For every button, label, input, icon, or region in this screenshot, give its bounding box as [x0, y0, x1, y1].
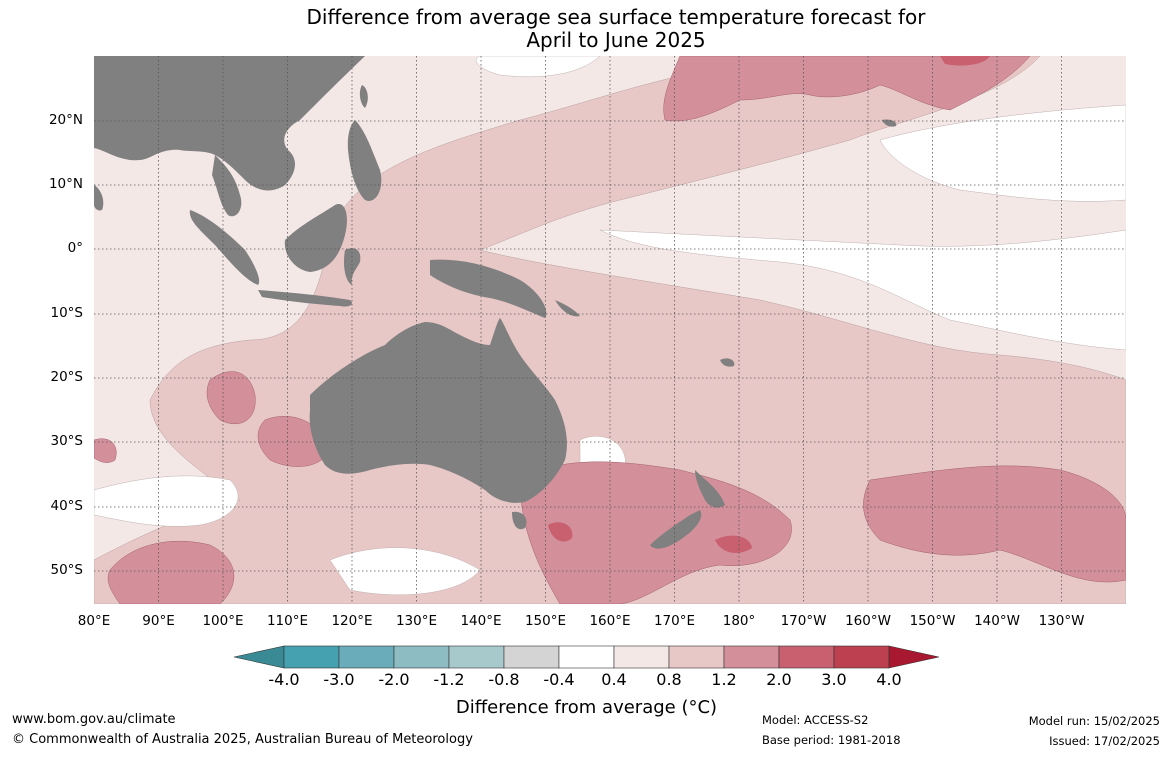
anomaly-neutral-south: [329, 547, 481, 596]
anomaly-warm-southwest: [107, 540, 235, 604]
graticule: [94, 56, 1126, 604]
lat-label-20s: 20°S: [50, 369, 84, 385]
colorbar-tick: -0.4: [543, 670, 575, 689]
lon-label-170w: 170°W: [780, 613, 827, 629]
land-masses: [94, 56, 897, 549]
lon-label-160e: 160°E: [589, 613, 631, 629]
anomaly-neutral-indian: [94, 475, 239, 527]
anomaly-neutral-north: [475, 56, 601, 78]
colorbar-bin-11: [833, 645, 890, 669]
sumatra: [189, 210, 260, 285]
lat-label-20n: 20°N: [48, 112, 83, 128]
colorbar-tick: 2.0: [766, 670, 792, 689]
anomaly-neutral-equatorial: [599, 229, 1126, 351]
lon-label-110e: 110°E: [266, 613, 309, 629]
lon-label-120e: 120°E: [331, 613, 373, 629]
lon-label-130w: 130°W: [1038, 613, 1085, 629]
copyright-text: © Commonwealth of Australia 2025, Austra…: [12, 732, 473, 747]
colorbar-bin-9: [723, 645, 780, 669]
new-zealand-south: [650, 510, 702, 549]
colorbar-bin-8: [668, 645, 725, 669]
colorbar-tick: 4.0: [876, 670, 902, 689]
lon-label-160w: 160°W: [845, 613, 891, 629]
colorbar-tick: -3.0: [323, 670, 355, 689]
issued-date: Issued: 17/02/2025: [1049, 734, 1160, 748]
colorbar-bin-4: [448, 645, 505, 669]
anomaly-warm-northwest: [94, 438, 117, 463]
colorbar-under-arrow: [233, 645, 285, 669]
lon-label-80e: 80°E: [77, 613, 111, 629]
australia: [309, 318, 567, 503]
colorbar-tick: 0.8: [656, 670, 682, 689]
colorbar-tick: -0.8: [488, 670, 520, 689]
lat-label-30s: 30°S: [50, 433, 84, 449]
website-link[interactable]: www.bom.gov.au/climate: [12, 712, 176, 727]
indochina: [212, 155, 242, 217]
anomaly-warm-tasman: [519, 461, 792, 604]
colorbar-bin-6: [558, 645, 615, 669]
lat-label-0: 0°: [67, 240, 83, 256]
anomaly-core-south-pacific: [715, 535, 752, 553]
colorbar-bin-3: [393, 645, 450, 669]
java: [258, 290, 352, 307]
anomaly-warm-indian: [206, 371, 256, 425]
model-run-date: Model run: 15/02/2025: [1028, 714, 1160, 728]
solomon-islands: [555, 300, 580, 317]
colorbar-bin-10: [778, 645, 835, 669]
taiwan: [359, 85, 368, 108]
colorbar-tick: 3.0: [821, 670, 847, 689]
lon-label-100e: 100°E: [202, 613, 244, 629]
map-title-line2: April to June 2025: [526, 28, 706, 52]
hawaii: [882, 119, 897, 127]
lat-label-50s: 50°S: [50, 562, 84, 578]
colorbar-bin-2: [338, 645, 395, 669]
anomaly-core-tasman: [548, 522, 573, 542]
base-period: Base period: 1981-2018: [762, 733, 901, 747]
sri-lanka: [94, 185, 104, 211]
lon-label-90e: 90°E: [142, 613, 175, 629]
colorbar-tick: -2.0: [378, 670, 410, 689]
colorbar-tick: -1.2: [433, 670, 465, 689]
map-title-line1: Difference from average sea surface temp…: [306, 5, 926, 29]
colorbar-over-arrow: [888, 645, 940, 669]
lon-label-150w: 150°W: [909, 613, 956, 629]
anomaly-warm-north-pacific: [663, 56, 1031, 122]
lat-label-40s: 40°S: [50, 498, 84, 514]
lon-label-140e: 140°E: [460, 613, 502, 629]
colorbar-tick: 0.4: [601, 670, 627, 689]
colorbar-bin-5: [503, 645, 560, 669]
colorbar-tick: -4.0: [268, 670, 300, 689]
lon-label-170e: 170°E: [653, 613, 696, 629]
colorbar-bin-1: [283, 645, 340, 669]
asia-mainland: [94, 56, 365, 191]
lon-label-140w: 140°W: [974, 613, 1020, 629]
lon-label-130e: 130°E: [395, 613, 438, 629]
lat-label-10s: 10°S: [50, 305, 84, 321]
new-zealand-north: [695, 470, 725, 508]
anomaly-core-northeast: [940, 56, 990, 66]
lon-label-180: 180°: [722, 613, 756, 629]
sulawesi: [343, 248, 361, 285]
tasmania: [512, 511, 527, 530]
colorbar-bin-7: [613, 645, 670, 669]
colorbar-label: Difference from average (°C): [455, 697, 718, 718]
lat-label-10n: 10°N: [48, 176, 83, 192]
anomaly-warm-southeast: [863, 465, 1126, 583]
colorbar-tick: 1.2: [711, 670, 737, 689]
philippines: [347, 120, 382, 201]
lon-label-150e: 150°E: [524, 613, 567, 629]
new-guinea: [430, 259, 547, 318]
model-name: Model: ACCESS-S2: [762, 713, 869, 727]
fiji: [720, 358, 735, 367]
borneo: [284, 204, 347, 272]
anomaly-neutral-northeast: [879, 104, 1126, 202]
